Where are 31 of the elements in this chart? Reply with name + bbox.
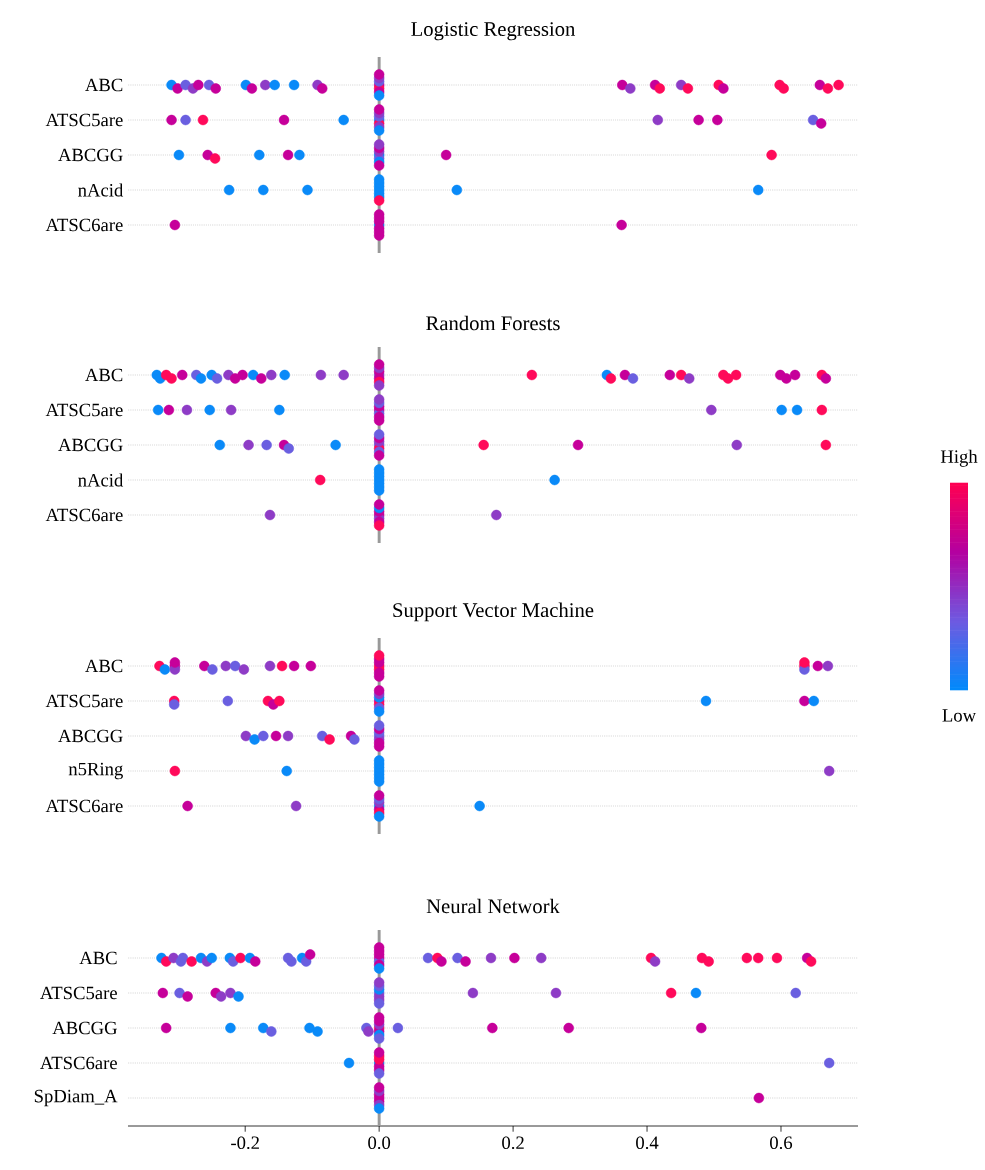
chart-title: Logistic Regression bbox=[411, 22, 576, 41]
y-tick-label: ATSC5are bbox=[40, 986, 117, 1000]
y-tick-label: ATSC5are bbox=[45, 694, 123, 708]
y-tick-label: ABC bbox=[85, 659, 123, 673]
y-tick-label: ABC bbox=[85, 368, 123, 382]
chart-title: Neural Network bbox=[426, 898, 560, 914]
y-tick-label: ATSC6are bbox=[45, 218, 123, 232]
y-tick-label: ATSC5are bbox=[45, 403, 123, 417]
x-tick-label: 0.4 bbox=[636, 1136, 659, 1150]
x-tick-label: 0.2 bbox=[502, 1136, 524, 1150]
text: High bbox=[940, 449, 978, 467]
y-tick-label: ABC bbox=[85, 78, 123, 92]
y-tick-label: ABCGG bbox=[58, 148, 123, 162]
y-tick-label: SpDiam_A bbox=[34, 1089, 118, 1107]
y-tick-label: ATSC6are bbox=[45, 799, 123, 813]
chart-title: Random Forests bbox=[426, 315, 560, 331]
x-tick-label: 0.6 bbox=[770, 1136, 793, 1150]
y-tick-label: ABCGG bbox=[58, 729, 123, 743]
y-tick-label: n5Ring bbox=[68, 762, 123, 780]
y-tick-label: nAcid bbox=[78, 473, 124, 487]
y-tick-label: ABC bbox=[79, 951, 117, 965]
y-tick-label: ABCGG bbox=[58, 438, 123, 452]
text: Low bbox=[942, 709, 977, 722]
y-tick-label: ABCGG bbox=[52, 1021, 118, 1035]
y-tick-label: ATSC6are bbox=[45, 508, 123, 522]
y-tick-label: nAcid bbox=[78, 183, 124, 197]
x-tick-label: 0.0 bbox=[368, 1136, 391, 1150]
x-tick-label: -0.2 bbox=[231, 1136, 259, 1150]
y-tick-label: ATSC5are bbox=[45, 113, 123, 127]
chart-title: Support Vector Machine bbox=[393, 602, 594, 622]
y-tick-label: ATSC6are bbox=[40, 1056, 117, 1070]
